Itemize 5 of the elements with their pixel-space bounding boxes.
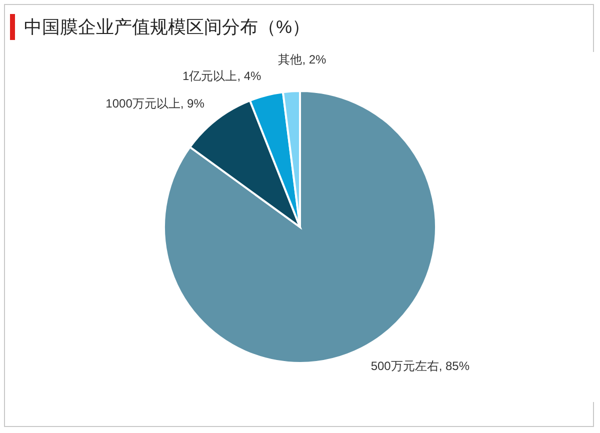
slice-label: 1亿元以上, 4%: [182, 68, 262, 83]
chart-title: 中国膜企业产值规模区间分布（%）: [24, 16, 310, 39]
slice-label: 1000万元以上, 9%: [106, 96, 205, 111]
slice-label: 500万元左右, 85%: [370, 358, 470, 373]
slice-label: 其他, 2%: [278, 52, 327, 66]
